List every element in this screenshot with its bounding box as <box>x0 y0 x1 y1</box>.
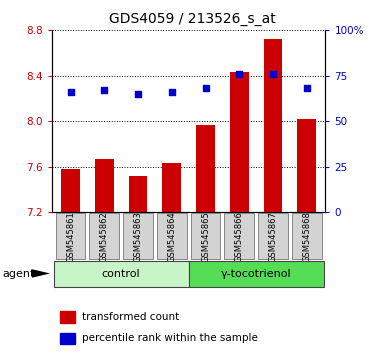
Bar <box>129 176 147 212</box>
FancyBboxPatch shape <box>189 261 324 287</box>
FancyBboxPatch shape <box>292 213 321 259</box>
Point <box>101 87 107 93</box>
Bar <box>61 169 80 212</box>
Bar <box>60 311 75 323</box>
FancyBboxPatch shape <box>123 213 153 259</box>
Text: transformed count: transformed count <box>82 312 179 322</box>
FancyBboxPatch shape <box>191 213 220 259</box>
Bar <box>230 72 249 212</box>
Text: GSM545867: GSM545867 <box>268 211 278 262</box>
Bar <box>298 119 316 212</box>
FancyBboxPatch shape <box>54 261 189 287</box>
Text: GSM545865: GSM545865 <box>201 211 210 262</box>
Point <box>304 86 310 91</box>
Text: γ-tocotrienol: γ-tocotrienol <box>221 269 291 279</box>
Bar <box>196 125 215 212</box>
Text: GSM545863: GSM545863 <box>134 211 142 262</box>
FancyBboxPatch shape <box>258 213 288 259</box>
FancyBboxPatch shape <box>224 213 254 259</box>
FancyBboxPatch shape <box>157 213 187 259</box>
Point <box>169 89 175 95</box>
Text: GSM545861: GSM545861 <box>66 211 75 262</box>
Text: GSM545862: GSM545862 <box>100 211 109 262</box>
Polygon shape <box>32 269 50 278</box>
Point <box>236 71 242 77</box>
Point <box>203 86 209 91</box>
Text: GSM545866: GSM545866 <box>235 211 244 262</box>
Bar <box>162 164 181 212</box>
Text: control: control <box>102 269 141 279</box>
Text: GSM545868: GSM545868 <box>302 211 311 262</box>
Point <box>135 91 141 97</box>
Bar <box>60 332 75 344</box>
Bar <box>95 159 114 212</box>
Text: GSM545864: GSM545864 <box>167 211 176 262</box>
Point <box>67 89 74 95</box>
Text: agent: agent <box>2 269 34 279</box>
Bar <box>264 39 282 212</box>
FancyBboxPatch shape <box>56 213 85 259</box>
Text: GDS4059 / 213526_s_at: GDS4059 / 213526_s_at <box>109 12 276 27</box>
FancyBboxPatch shape <box>89 213 119 259</box>
Point <box>270 71 276 77</box>
Text: percentile rank within the sample: percentile rank within the sample <box>82 333 258 343</box>
